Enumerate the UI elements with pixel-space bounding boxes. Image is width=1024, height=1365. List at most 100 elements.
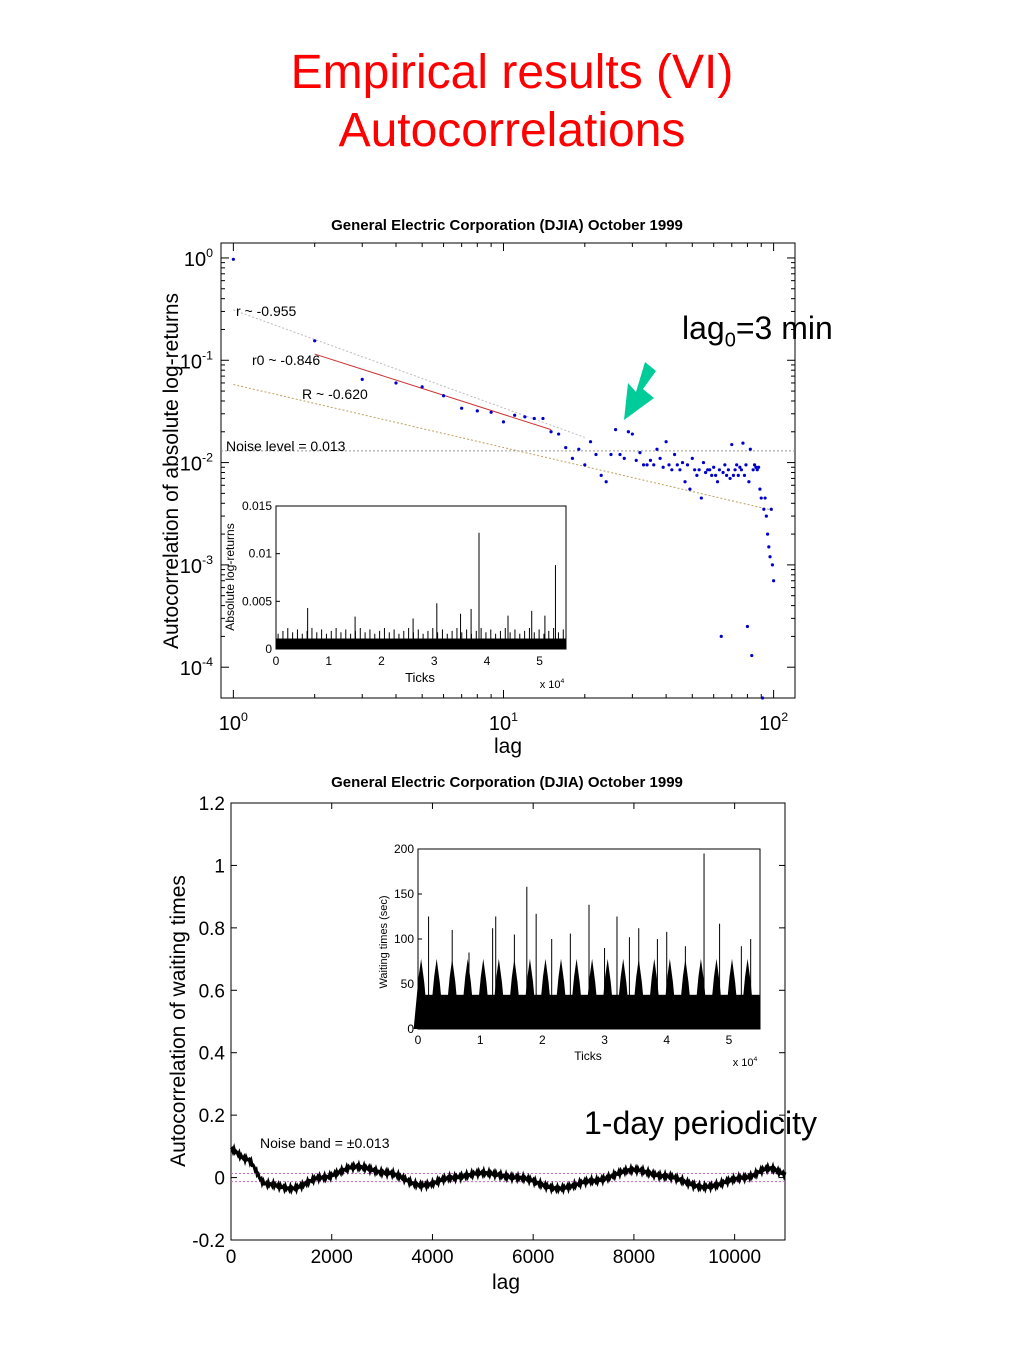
chart2-inset-x-multiplier: x 104 <box>733 1056 758 1069</box>
chart1-fit-label: r ~ -0.955 <box>236 303 297 319</box>
chart1-inset-noise-floor <box>276 638 566 649</box>
chart1-fit-line <box>233 383 774 511</box>
chart2-series-line <box>229 1143 787 1196</box>
chart1-data-point <box>759 496 763 500</box>
chart1-data-point <box>313 339 317 343</box>
chart1-data-point <box>626 430 630 434</box>
chart1-inset-x-tick-label: 0 <box>273 654 280 668</box>
chart1-data-point <box>763 496 767 500</box>
chart1-data-point <box>701 460 706 465</box>
chart1-data-point <box>673 452 677 457</box>
chart1-data-point <box>570 456 575 460</box>
chart2-x-tick-label: 2000 <box>311 1247 353 1268</box>
slide-title-line2: Autocorrelations <box>338 104 686 157</box>
chart1-data-point <box>420 385 424 389</box>
chart1-data-point <box>717 468 722 472</box>
chart1-data-point <box>712 465 716 469</box>
chart1-y-tick-label: 10-1 <box>180 348 213 373</box>
chart1-x-tick-label: 102 <box>759 710 788 735</box>
slide-title-line1: Empirical results (VI) <box>290 46 734 99</box>
chart1-data-point <box>655 447 659 451</box>
chart1-data-point <box>630 432 634 436</box>
chart1-data-point <box>723 463 727 467</box>
chart1-data-point <box>613 428 618 432</box>
chart1-data-point <box>731 473 736 477</box>
chart1-data-point <box>735 463 739 467</box>
chart1-data-point <box>760 696 765 700</box>
chart2-inset-y-tick-label: 200 <box>394 842 414 856</box>
chart2-y-tick-label: 0 <box>214 1169 225 1190</box>
chart1-data-point <box>690 456 694 460</box>
chart1-inset-x-tick-label: 2 <box>378 654 385 668</box>
periodicity-annotation: 1-day periodicity <box>584 1105 817 1141</box>
chart1-data-point <box>501 420 506 424</box>
chart1-data-point <box>699 496 703 500</box>
lag0-annotation-base: lag <box>682 310 725 346</box>
chart1-inset-y-tick-label: 0.015 <box>242 499 272 513</box>
chart1-data-point <box>772 579 776 583</box>
chart1-data-point <box>710 473 714 477</box>
chart1-x-tick-label: 101 <box>489 710 518 735</box>
chart2-inset-x-label: Ticks <box>574 1049 602 1063</box>
chart2-noise-label: Noise band = ±0.013 <box>260 1135 390 1151</box>
chart1-data-point <box>475 409 479 413</box>
chart2-x-tick-label: 4000 <box>411 1247 453 1268</box>
chart1-data-point <box>744 463 748 467</box>
chart1-data-point <box>683 480 687 484</box>
chart1-data-point <box>685 463 690 467</box>
chart2-y-tick-label: 0.6 <box>199 981 225 1002</box>
chart1-data-point <box>618 452 622 457</box>
chart1-data-point <box>661 465 665 469</box>
chart1-data-point <box>360 377 364 382</box>
chart1-data-point <box>752 463 757 467</box>
chart1-data-point <box>726 468 730 472</box>
chart1-inset-y-tick-label: 0.005 <box>242 594 272 608</box>
chart1-data-point <box>231 257 235 261</box>
chart1-inset-x-tick-label: 1 <box>325 654 332 668</box>
chart1-data-point <box>738 465 742 469</box>
chart1-y-tick-label: 10-2 <box>180 451 213 476</box>
chart1-data-point <box>728 476 732 481</box>
chart1-noise-label: Noise level = 0.013 <box>226 438 346 454</box>
chart1-inset-x-tick-label: 3 <box>431 654 438 668</box>
chart1-data-point <box>741 441 745 445</box>
chart1-data-point <box>645 463 649 467</box>
chart2-inset-x-tick-label: 4 <box>663 1033 670 1047</box>
chart1-data-point <box>703 470 708 475</box>
chart1-data-point <box>736 473 740 477</box>
chart1-data-point <box>764 514 768 518</box>
chart1-data-point <box>751 468 755 472</box>
chart2-inset-x-tick-label: 2 <box>539 1033 546 1047</box>
chart1-data-point <box>604 480 608 484</box>
chart1-data-point <box>755 468 759 472</box>
chart1-fit-label: r0 ~ -0.846 <box>252 352 320 368</box>
chart1-inset-y-label: Absolute log-returns <box>223 523 237 630</box>
chart2-x-tick-label: 6000 <box>512 1247 554 1268</box>
chart2-y-tick-label: 0.8 <box>199 919 225 940</box>
chart1-x-axis-label: lag <box>494 735 522 758</box>
chart2-inset-x-tick-label: 5 <box>726 1033 733 1047</box>
chart1-y-tick-label: 10-4 <box>180 655 213 680</box>
chart2-y-axis-label: Autocorrelation of waiting times <box>167 875 190 1167</box>
chart1-data-point <box>599 473 603 477</box>
chart1-data-point <box>721 470 725 475</box>
chart1-data-point <box>594 452 598 457</box>
chart1-data-point <box>549 430 553 434</box>
chart2-x-tick-label: 0 <box>226 1247 237 1268</box>
chart2-y-tick-label: 1.2 <box>199 794 225 815</box>
chart1-data-point <box>638 451 642 455</box>
chart1-data-point <box>767 545 771 549</box>
chart1-data-point <box>577 447 581 451</box>
chart1-data-point <box>739 468 744 472</box>
chart1-data-point <box>489 410 493 414</box>
chart1-data-point <box>541 416 545 421</box>
chart1-fit-line <box>233 309 585 438</box>
chart1-data-point <box>695 473 699 477</box>
chart1-data-point <box>757 465 761 469</box>
chart1-data-point <box>754 465 758 469</box>
arrow-icon <box>624 362 656 420</box>
chart1-data-point <box>725 473 729 477</box>
chart1-data-point <box>670 468 674 472</box>
chart1-data-point <box>765 532 770 536</box>
